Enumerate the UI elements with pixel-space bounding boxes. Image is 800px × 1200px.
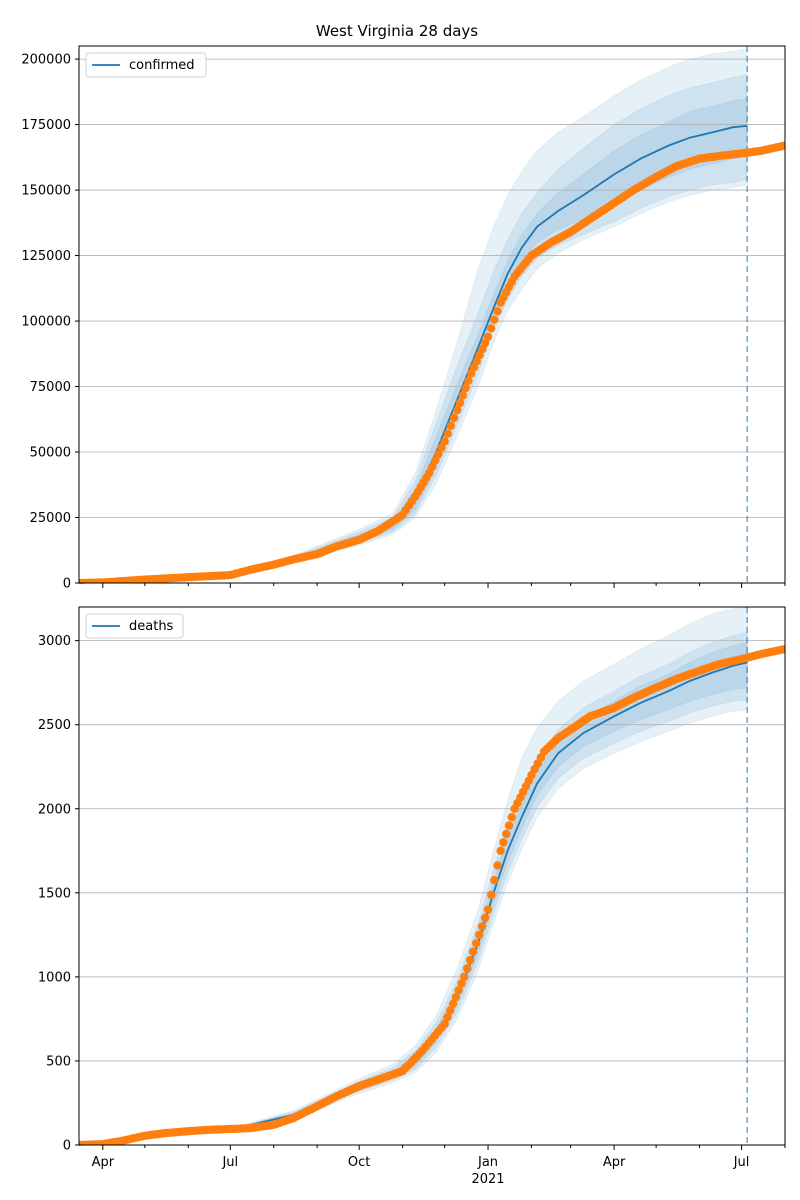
observed-point [507, 813, 516, 822]
y-tick-label: 125000 [21, 249, 71, 264]
observed-point [440, 437, 449, 446]
y-tick-label: 200000 [21, 53, 71, 68]
observed-point [431, 456, 440, 465]
observed-point [460, 972, 469, 982]
observed-point [464, 376, 473, 385]
observed-point [446, 1006, 455, 1015]
observed-point [457, 979, 466, 988]
observed-point [490, 876, 499, 885]
y-tick-label: 1000 [38, 970, 71, 985]
x-tick-label: Oct [348, 1155, 370, 1170]
observed-point [483, 905, 493, 914]
observed-point [487, 324, 496, 333]
observed-point [449, 413, 459, 423]
legend-box [85, 613, 184, 639]
confirmed-panel: 0 25000 50000 75000 100000 125000 150000 175000… [21, 45, 786, 592]
observed-point [461, 383, 470, 393]
y-tick-label: 2000 [38, 802, 71, 817]
observed-point [428, 462, 437, 471]
observed-point [443, 429, 452, 438]
x-tick-label: Apr [603, 1155, 626, 1170]
observed-point [496, 846, 505, 855]
observed-point [502, 829, 511, 839]
observed-point [443, 1013, 452, 1022]
observed-point [468, 947, 478, 956]
x-tick-label: Jul [221, 1155, 238, 1170]
y-tick-label: 25000 [30, 511, 71, 526]
observed-point [493, 307, 502, 316]
chart-title: West Virginia 28 days [316, 22, 478, 40]
observed-point [490, 315, 499, 324]
observed-point [455, 398, 465, 407]
axes-frame [78, 45, 786, 584]
observed-point [780, 644, 785, 654]
legend: confirmed [85, 52, 207, 78]
observed-point [780, 141, 785, 150]
legend-box [85, 52, 207, 78]
x-tick-label: Jan [477, 1155, 498, 1170]
observed-point [499, 838, 508, 847]
observed-point [425, 468, 434, 478]
legend: deaths [85, 613, 184, 639]
observed-point [480, 913, 490, 923]
y-tick-label: 3000 [38, 634, 71, 649]
observed-point [458, 391, 467, 400]
axes-frame [78, 606, 786, 1146]
observed-point [437, 443, 446, 452]
y-tick-label: 0 [63, 1139, 71, 1154]
observed-point [448, 999, 458, 1008]
y-tick-label: 1500 [38, 886, 71, 901]
observed-point [453, 405, 462, 415]
observed-point [474, 930, 484, 939]
observed-point [487, 890, 496, 900]
observed-point [483, 332, 493, 341]
legend-label: confirmed [129, 58, 195, 73]
deaths-panel: 0 500 1000 1500 2000 2500 3000 Apr Jul Oct Jan Apr… [38, 606, 786, 1187]
x-tick-label: Apr [92, 1155, 115, 1170]
observed-point [463, 964, 472, 973]
band-50 [79, 97, 748, 583]
y-tick-label: 2500 [38, 718, 71, 733]
y-tick-label: 175000 [21, 118, 71, 133]
observed-point [471, 939, 481, 948]
observed-point [440, 1019, 449, 1029]
observed-point [466, 955, 475, 965]
y-tick-label: 150000 [21, 184, 71, 199]
y-tick-label: 100000 [21, 315, 71, 330]
y-tick-label: 0 [63, 577, 71, 592]
legend-label: deaths [129, 619, 174, 634]
y-tick-label: 75000 [30, 380, 71, 395]
observed-point [454, 986, 463, 995]
observed-point [504, 821, 514, 830]
y-tick-label: 50000 [30, 446, 71, 461]
observed-point [446, 421, 456, 430]
observed-point [477, 922, 487, 931]
observed-point [493, 861, 502, 870]
y-tick-label: 500 [46, 1054, 71, 1069]
x-year-label: 2021 [471, 1172, 504, 1187]
band-80 [79, 631, 748, 1145]
observed-point [434, 449, 443, 459]
x-tick-label: Jul [733, 1155, 750, 1170]
observed-point [451, 992, 460, 1002]
